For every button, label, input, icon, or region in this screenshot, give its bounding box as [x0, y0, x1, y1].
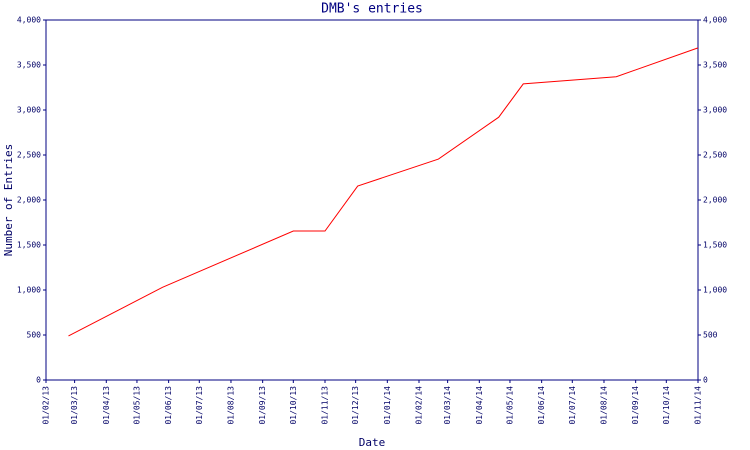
y-tick-label: 2,500	[17, 151, 41, 160]
x-tick-label: 01/06/14	[537, 386, 546, 425]
x-tick-label: 01/02/14	[415, 386, 424, 425]
x-axis-label: Date	[359, 436, 386, 449]
y-tick-label: 500	[27, 331, 42, 340]
x-tick-label: 01/09/13	[258, 386, 267, 425]
x-tick-label: 01/06/13	[164, 386, 173, 425]
x-tick-label: 01/04/13	[102, 386, 111, 425]
y2-tick-label: 2,500	[703, 151, 727, 160]
y2-tick-label: 2,000	[703, 196, 727, 205]
y-tick-label: 1,500	[17, 241, 41, 250]
x-tick-label: 01/02/13	[42, 386, 51, 425]
y-tick-label: 4,000	[17, 16, 41, 25]
plot-frame	[45, 19, 699, 381]
x-tick-label: 01/03/13	[70, 386, 79, 425]
x-tick-label: 01/07/13	[195, 386, 204, 425]
x-tick-label: 01/09/14	[631, 386, 640, 425]
x-tick-label: 01/07/14	[568, 386, 577, 425]
x-tick-label: 01/03/14	[443, 386, 452, 425]
y-tick-label: 3,500	[17, 61, 41, 70]
x-tick-label: 01/08/14	[599, 386, 608, 425]
y2-tick-label: 3,500	[703, 61, 727, 70]
data-line	[68, 47, 699, 337]
x-tick-label: 01/10/14	[662, 386, 671, 425]
chart-title: DMB's entries	[321, 2, 423, 17]
x-tick-label: 01/11/14	[694, 386, 703, 425]
x-tick-label: 01/11/13	[320, 386, 329, 425]
x-tick-label: 01/08/13	[226, 386, 235, 425]
y2-tick-label: 1,000	[703, 286, 727, 295]
y-tick-label: 1,000	[17, 286, 41, 295]
y2-tick-label: 3,000	[703, 106, 727, 115]
x-tick-label: 01/05/14	[505, 386, 514, 425]
y-tick-label: 0	[36, 376, 41, 385]
x-tick-label: 01/01/14	[383, 386, 392, 425]
x-tick-label: 01/04/14	[475, 386, 484, 425]
x-tick-label: 01/12/13	[351, 386, 360, 425]
x-tick-label: 01/05/13	[132, 386, 141, 425]
x-tick-label: 01/10/13	[289, 386, 298, 425]
y-tick-label: 3,000	[17, 106, 41, 115]
y-tick-label: 2,000	[17, 196, 41, 205]
y2-tick-label: 4,000	[703, 16, 727, 25]
y2-tick-label: 500	[703, 331, 718, 340]
y2-tick-label: 1,500	[703, 241, 727, 250]
y-axis-label: Number of Entries	[2, 144, 15, 257]
y2-tick-label: 0	[703, 376, 708, 385]
